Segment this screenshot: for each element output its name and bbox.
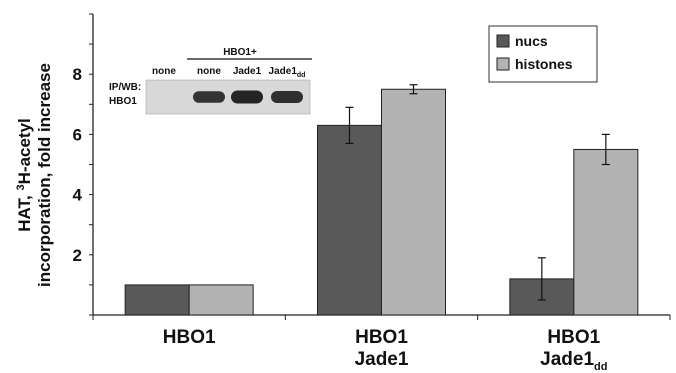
inset-lane-label: Jade1 bbox=[233, 66, 262, 77]
legend-label-nucs: nucs bbox=[515, 33, 548, 49]
y-axis-label: HAT, 3H-acetyl incorporation, fold incre… bbox=[15, 63, 54, 287]
inset-lane-label: Jade1dd bbox=[269, 66, 306, 79]
y-axis-label-part: H-acetyl bbox=[15, 118, 34, 184]
x-tick-label-line2: Jade1dd bbox=[540, 349, 607, 373]
bar-histones bbox=[573, 148, 639, 316]
x-tick-label: HBO1 bbox=[355, 327, 408, 348]
y-tick-label: 6 bbox=[73, 125, 82, 144]
inset-group-label: HBO1+ bbox=[223, 47, 257, 58]
y-axis-label-line2: incorporation, fold increase bbox=[35, 63, 54, 287]
legend-swatch-histones bbox=[496, 57, 510, 71]
x-tick-label: HBO1 bbox=[163, 327, 216, 348]
x-tick-label-line2: Jade1 bbox=[355, 349, 409, 370]
svg-text:HAT, 3H-acetyl: HAT, 3H-acetyl bbox=[15, 118, 34, 232]
y-axis-label-part: HAT, bbox=[15, 191, 34, 232]
inset-lane-label: none bbox=[197, 66, 221, 77]
bar-nucs bbox=[124, 284, 190, 316]
blot-band bbox=[193, 91, 225, 103]
x-tick-label: HBO1 bbox=[547, 327, 600, 348]
bar-nucs bbox=[317, 124, 382, 316]
legend: nucs histones bbox=[488, 25, 598, 83]
y-tick-label: 2 bbox=[73, 246, 82, 265]
y-tick-label: 8 bbox=[73, 65, 82, 84]
inset-lane-label: none bbox=[152, 66, 176, 77]
blot-band bbox=[231, 90, 263, 104]
bar-histones bbox=[381, 88, 446, 316]
blot-band bbox=[271, 91, 303, 103]
inset-side-label: IP/WB: bbox=[109, 82, 141, 93]
bars bbox=[124, 84, 639, 316]
y-tick-label: 4 bbox=[73, 186, 83, 205]
legend-swatch-nucs bbox=[496, 34, 510, 48]
bar-histones bbox=[188, 284, 254, 316]
inset-side-label: HBO1 bbox=[109, 96, 137, 107]
y-axis-label-superscript: 3 bbox=[15, 184, 27, 190]
legend-label-histones: histones bbox=[515, 56, 573, 72]
y-ticks: 2 4 6 8 bbox=[73, 13, 93, 316]
